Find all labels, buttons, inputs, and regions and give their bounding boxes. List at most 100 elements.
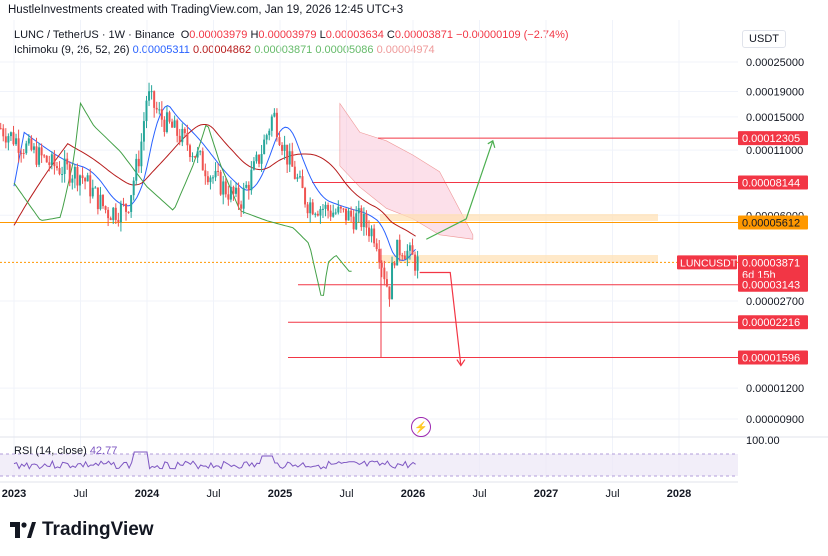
candle-body: [383, 267, 386, 280]
candle-body: [112, 207, 115, 221]
candle-body: [355, 213, 358, 230]
candle-body: [342, 208, 345, 210]
price-label-bg: [738, 350, 808, 365]
candle-body: [263, 139, 266, 155]
price-label-bg: [738, 175, 808, 190]
candle-body: [370, 228, 373, 237]
price-label: 0.00002216: [742, 317, 800, 329]
candle-body: [324, 204, 327, 209]
candle-body: [165, 112, 168, 132]
candle-body: [229, 186, 232, 200]
price-label-bg: [738, 277, 808, 292]
candle-body: [278, 137, 281, 146]
symbol-legend[interactable]: LUNC / TetherUS · 1W · Binance O0.000039…: [14, 29, 569, 41]
cloud-bear: [339, 102, 474, 240]
rsi-value: 42.77: [89, 445, 118, 457]
candle-body: [245, 184, 248, 188]
candle-body: [270, 116, 273, 131]
tradingview-brand: TradingView: [42, 519, 154, 540]
candle-body: [252, 161, 255, 170]
candle-body: [362, 213, 365, 228]
candle-body: [9, 132, 12, 137]
candle-body: [191, 156, 194, 158]
price-label: 0.00012305: [742, 133, 800, 145]
candle-body: [237, 187, 240, 205]
candle-body: [63, 158, 66, 175]
candle-body: [255, 154, 258, 162]
candle-body: [240, 204, 243, 209]
candle-body: [319, 209, 322, 216]
candle-body: [142, 121, 145, 142]
candle-body: [117, 219, 120, 223]
currency-selector[interactable]: USDT: [742, 30, 786, 48]
demand-zone: [380, 255, 658, 263]
candle-body: [7, 136, 10, 143]
bull-arrow-head: [487, 139, 496, 148]
kijun-value: 0.00004862: [193, 44, 252, 56]
candle-body: [222, 181, 225, 195]
candle-body: [61, 174, 64, 176]
candle-body: [194, 156, 197, 158]
candle-body: [242, 187, 245, 209]
candle-body: [135, 158, 138, 181]
time-axis-tick: Jul: [605, 488, 619, 500]
candle-body: [311, 202, 314, 215]
candle-body: [232, 186, 235, 194]
candle-body: [58, 168, 61, 175]
candle-body: [286, 144, 289, 165]
candle-body: [301, 176, 304, 189]
tradingview-logo[interactable]: TradingView: [10, 519, 154, 541]
candle-body: [375, 243, 378, 250]
candle-body: [71, 178, 74, 183]
price-chart[interactable]: 0.00025000 0.00019000 0.00015000 0.00011000…: [0, 0, 828, 510]
price-label: 0.00008144: [742, 177, 800, 189]
time-axis: 2023 Jul 2024 Jul 2025 Jul 2026 Jul 2027 Jul 2028: [0, 481, 738, 500]
candle-body: [224, 181, 227, 195]
candle-body: [281, 145, 284, 151]
candle-body: [306, 204, 309, 214]
candle-body: [204, 170, 207, 177]
rsi-axis-tick: 100.00: [746, 435, 780, 447]
ichimoku-cloud: [339, 102, 658, 263]
time-axis-tick: 2025: [268, 488, 292, 500]
candle-body: [293, 166, 296, 179]
bolt-icon[interactable]: ⚡: [411, 417, 431, 437]
candle-body: [401, 255, 404, 257]
candle-body: [48, 162, 51, 165]
candle-body: [20, 152, 23, 154]
candle-body: [227, 194, 230, 200]
time-axis-tick: Jul: [73, 488, 87, 500]
span-a-value: 0.00005086: [315, 44, 374, 56]
ichimoku-legend[interactable]: Ichimoku (9, 26, 52, 26) 0.00005311 0.00…: [14, 44, 435, 56]
candle-body: [2, 128, 5, 137]
rsi-legend[interactable]: RSI (14, close) 42.77: [14, 445, 117, 457]
candle-body: [53, 154, 56, 167]
candle-body: [283, 144, 286, 151]
candle-body: [396, 239, 399, 266]
candle-body: [91, 187, 94, 197]
candle-body: [50, 154, 53, 165]
low-label: L: [319, 29, 326, 41]
candle-body: [206, 176, 209, 183]
candle-body: [391, 262, 394, 300]
candle-body: [365, 213, 368, 228]
price-label-bg: [738, 215, 808, 230]
time-axis-tick: 2026: [401, 488, 425, 500]
price-label-bg: [738, 131, 808, 146]
candle-body: [235, 187, 238, 194]
candle-body: [81, 175, 84, 179]
low-value: 0.00003634: [325, 29, 384, 41]
time-axis-tick: Jul: [339, 488, 353, 500]
candle-body: [406, 250, 409, 260]
candle-body: [214, 170, 217, 178]
candle-body: [148, 91, 151, 101]
rsi-band: [0, 454, 738, 476]
candle-body: [55, 166, 58, 169]
price-axis-tick: 0.00025000: [746, 57, 804, 69]
candle-body: [373, 228, 376, 244]
candle-body: [145, 100, 148, 122]
candle-body: [296, 177, 299, 179]
time-axis-tick: 2024: [135, 488, 160, 500]
candle-body: [350, 210, 353, 217]
price-label: 0.00003143: [742, 280, 800, 292]
